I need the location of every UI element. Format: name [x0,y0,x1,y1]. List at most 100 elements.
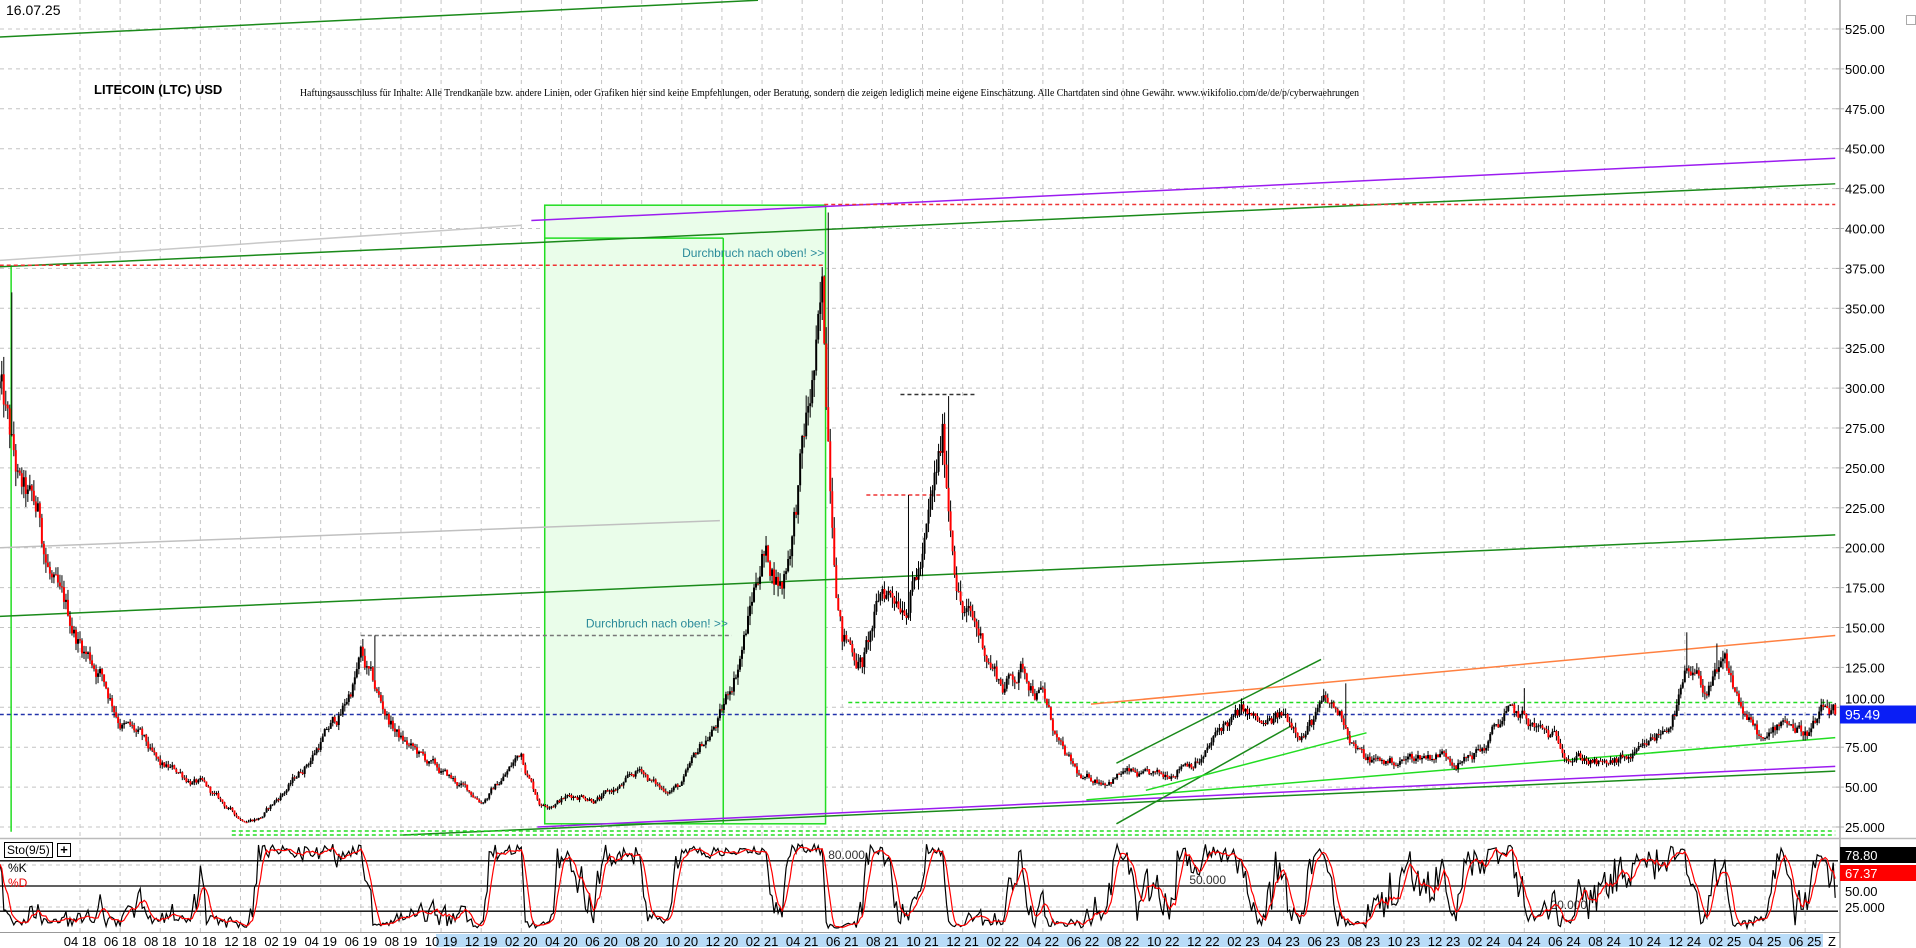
indicator-name[interactable]: Sto(9/5) [4,842,53,858]
candle [654,778,657,787]
candle [87,651,90,659]
candle [85,646,88,662]
candle [323,728,326,737]
candle-body [313,753,316,755]
candle [1292,726,1295,734]
candle [811,370,814,408]
candle-body [1031,686,1034,694]
candle-body [1818,711,1821,719]
add-indicator-icon[interactable]: + [57,843,71,857]
candle [1354,740,1357,754]
candle [1479,744,1482,752]
candle-body [1035,693,1038,700]
candle-body [1555,731,1558,737]
candle-body [393,728,396,732]
candle [831,477,834,539]
annotations: Durchbruch nach oben! >>Durchbruch nach … [586,246,824,630]
candle [638,766,641,773]
candle [755,572,758,591]
candle [18,467,21,476]
candle-body [1661,731,1664,735]
collapse-icon[interactable] [1906,15,1916,25]
candle-body [861,657,864,668]
k-legend: %K [8,861,27,875]
candle [22,469,25,499]
candle-body [1354,743,1357,749]
candle-body [1073,763,1076,767]
candle [283,791,286,796]
candle-body [1541,725,1544,728]
candle-body [1631,753,1634,759]
candle-body [883,588,886,599]
candle [682,773,685,785]
candle [1593,756,1596,765]
candle [767,544,770,563]
candle-body [1104,783,1107,786]
candle [1090,774,1093,782]
candle-body [1719,661,1722,668]
candle-body [630,774,633,776]
candle [574,795,577,798]
candle [1629,753,1632,763]
candle [997,678,1000,685]
candle-body [987,662,990,664]
candle-body [1240,704,1243,710]
chart-date: 16.07.25 [6,2,61,18]
candle [787,550,790,573]
candle [1437,754,1440,758]
candle [229,805,232,810]
candle-body [1427,755,1430,759]
candle-body [1587,760,1590,765]
candle [1055,730,1058,742]
candle [1204,750,1207,758]
candle [460,780,463,788]
candle [263,812,266,818]
candle [943,412,946,478]
candle [16,463,19,479]
candle [1043,682,1046,702]
candle-body [558,800,561,803]
candle-body [454,778,457,783]
candle-body [1184,763,1187,766]
candle-body [1132,768,1135,771]
candle-body [682,776,685,782]
candle-body [1537,725,1540,727]
candle-body [1122,771,1125,774]
candle [552,805,555,808]
date-range-band [436,934,1823,947]
candle [233,810,236,817]
candle-body [1461,761,1464,763]
candle-body [1376,757,1379,759]
candle [341,702,344,718]
candle-body [1778,724,1781,727]
candle [781,581,784,595]
candle [1689,666,1692,676]
candle-body [1721,658,1724,662]
candle-body [1804,731,1807,736]
candle [1340,709,1343,723]
candle-body [993,666,996,669]
candle [1810,723,1813,737]
candle-body [185,778,188,782]
candle-body [1545,728,1548,731]
candle-body [1485,747,1488,751]
candle-body [1798,725,1801,728]
candle-body [117,716,120,724]
candle [131,721,134,729]
candle [44,547,47,573]
candle [70,617,73,636]
candle-body [911,581,914,592]
candle-body [1513,704,1516,714]
stoch-axis-label: 50.00 [1845,884,1878,899]
candle-body [442,770,445,772]
candle-body [1043,688,1046,699]
candle [249,818,252,823]
candle [1408,752,1411,760]
candle-body [596,797,599,801]
candle [969,601,972,617]
candle-body [662,788,665,792]
candle [742,631,745,654]
candle [726,691,729,700]
candle [207,784,210,788]
